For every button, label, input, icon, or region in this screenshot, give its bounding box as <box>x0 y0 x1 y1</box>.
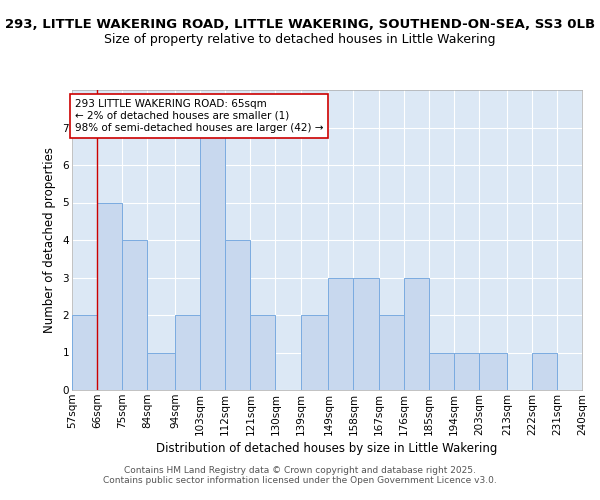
Bar <box>301 315 328 390</box>
Bar <box>72 315 97 390</box>
Text: 293 LITTLE WAKERING ROAD: 65sqm
← 2% of detached houses are smaller (1)
98% of s: 293 LITTLE WAKERING ROAD: 65sqm ← 2% of … <box>75 100 323 132</box>
Bar <box>97 202 122 390</box>
Bar <box>200 128 225 390</box>
Bar <box>175 315 200 390</box>
Bar <box>379 315 404 390</box>
Bar <box>429 352 454 390</box>
Text: Size of property relative to detached houses in Little Wakering: Size of property relative to detached ho… <box>104 32 496 46</box>
Text: 293, LITTLE WAKERING ROAD, LITTLE WAKERING, SOUTHEND-ON-SEA, SS3 0LB: 293, LITTLE WAKERING ROAD, LITTLE WAKERI… <box>5 18 595 30</box>
Bar <box>122 240 147 390</box>
Bar <box>250 315 275 390</box>
Bar <box>532 352 557 390</box>
Text: Contains HM Land Registry data © Crown copyright and database right 2025.
Contai: Contains HM Land Registry data © Crown c… <box>103 466 497 485</box>
Bar <box>353 278 379 390</box>
Bar <box>147 352 175 390</box>
Bar <box>225 240 250 390</box>
Bar <box>328 278 353 390</box>
Y-axis label: Number of detached properties: Number of detached properties <box>43 147 56 333</box>
X-axis label: Distribution of detached houses by size in Little Wakering: Distribution of detached houses by size … <box>157 442 497 455</box>
Bar <box>454 352 479 390</box>
Bar <box>479 352 507 390</box>
Bar <box>404 278 429 390</box>
